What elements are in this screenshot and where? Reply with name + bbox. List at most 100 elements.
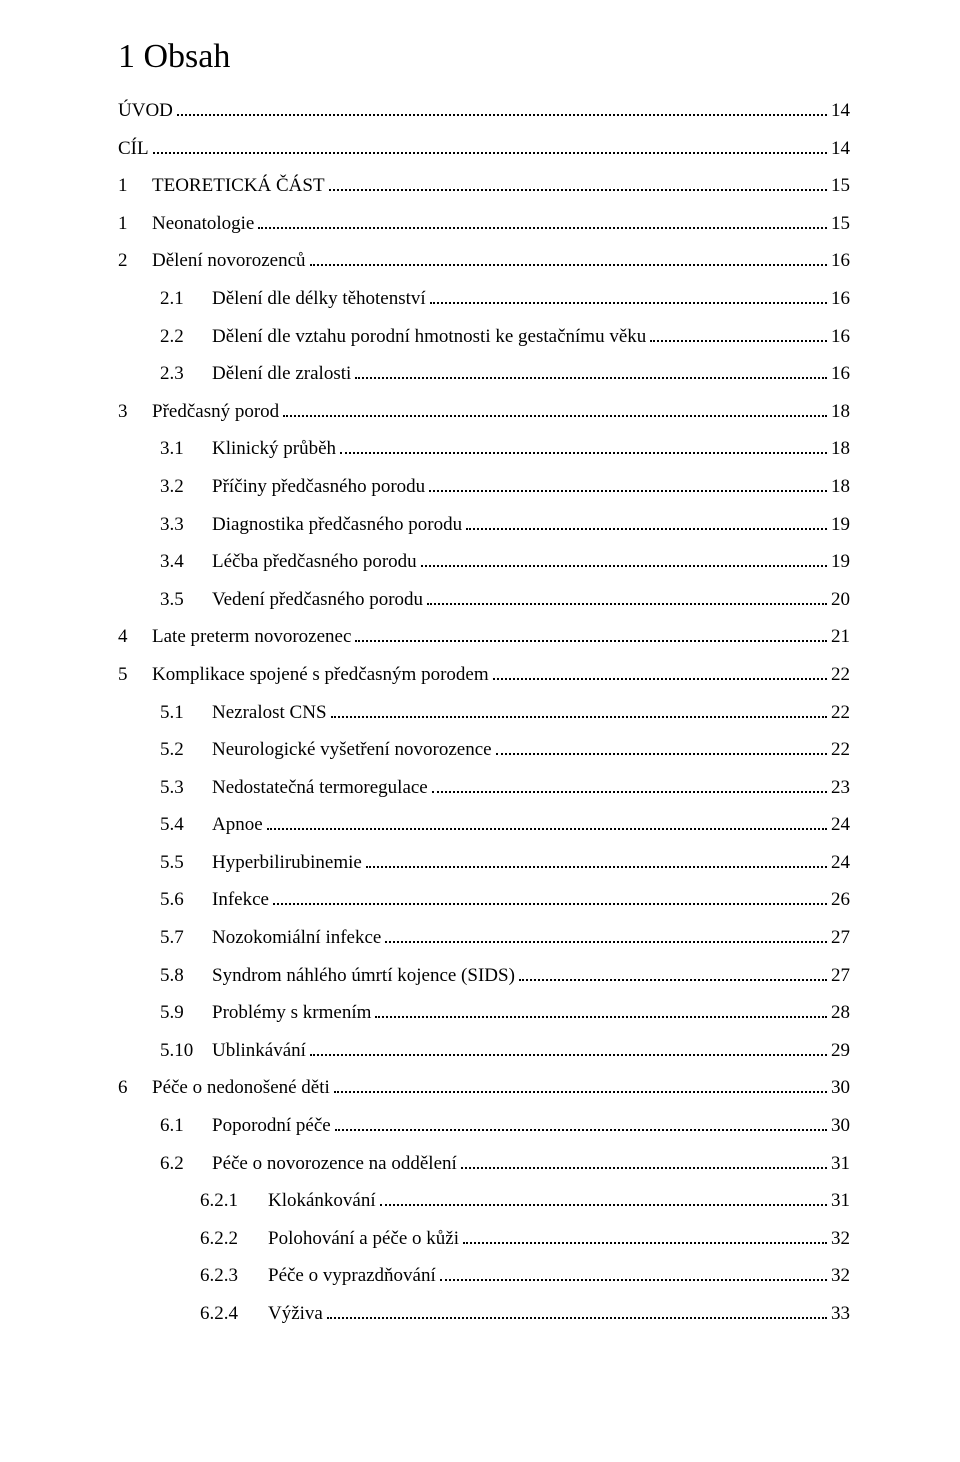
toc-entry-label: Péče o vyprazdňování [268, 1263, 436, 1290]
toc-entry-number: 2.1 [160, 286, 212, 313]
toc-entry-label: Předčasný porod [152, 399, 279, 426]
toc-entry-page: 21 [831, 624, 850, 651]
toc-leader-dots [273, 893, 827, 905]
toc-entry-label: Nozokomiální infekce [212, 925, 381, 952]
toc-leader-dots [310, 1043, 827, 1055]
toc-leader-dots [493, 667, 827, 679]
toc-entry-label: Léčba předčasného porodu [212, 549, 417, 576]
toc-leader-dots [432, 780, 827, 792]
toc-entry: 5.10Ublinkávání29 [118, 1038, 850, 1065]
toc-entry-page: 24 [831, 812, 850, 839]
toc-entry-number: 5.2 [160, 737, 212, 764]
toc-leader-dots [380, 1194, 827, 1206]
toc-leader-dots [375, 1006, 827, 1018]
toc-entry-page: 27 [831, 963, 850, 990]
toc-entry: 3.1Klinický průběh18 [118, 436, 850, 463]
toc-entry: 1TEORETICKÁ ČÁST15 [118, 173, 850, 200]
toc-entry-number: 3 [118, 399, 152, 426]
toc-entry-page: 16 [831, 324, 850, 351]
toc-entry: 2.2Dělení dle vztahu porodní hmotnosti k… [118, 324, 850, 351]
toc-entry: 6.2.3Péče o vyprazdňování32 [118, 1263, 850, 1290]
toc-entry-page: 26 [831, 887, 850, 914]
toc-leader-dots [496, 743, 827, 755]
toc-leader-dots [519, 968, 827, 980]
toc-entry: 2.3Dělení dle zralosti16 [118, 361, 850, 388]
toc-entry-label: Dělení dle délky těhotenství [212, 286, 426, 313]
toc-entry: 6Péče o nedonošené děti 30 [118, 1075, 850, 1102]
toc-entry-page: 30 [831, 1113, 850, 1140]
toc-entry-label: Klokánkování [268, 1188, 376, 1215]
toc-entry-number: 5.5 [160, 850, 212, 877]
toc-entry-number: 6.2.3 [200, 1263, 268, 1290]
toc-entry-page: 18 [831, 436, 850, 463]
toc-entry: 3.5Vedení předčasného porodu20 [118, 587, 850, 614]
toc-entry-label: Nedostatečná termoregulace [212, 775, 428, 802]
toc-entry-number: 3.4 [160, 549, 212, 576]
toc-entry-number: 3.5 [160, 587, 212, 614]
toc-entry-page: 28 [831, 1000, 850, 1027]
toc-entry-page: 15 [831, 211, 850, 238]
toc-entry-number: 5.7 [160, 925, 212, 952]
toc-entry-page: 24 [831, 850, 850, 877]
toc-entry-page: 32 [831, 1226, 850, 1253]
toc-entry: 1Neonatologie15 [118, 211, 850, 238]
toc-entry-number: 1 [118, 173, 152, 200]
toc-entry: 2Dělení novorozenců 16 [118, 248, 850, 275]
toc-entry: 5.1Nezralost CNS22 [118, 700, 850, 727]
toc-entry-page: 19 [831, 549, 850, 576]
toc-entry-number: 5.3 [160, 775, 212, 802]
toc-entry: ÚVOD14 [118, 98, 850, 125]
toc-entry-label: Hyperbilirubinemie [212, 850, 362, 877]
toc-entry-number: 6.1 [160, 1113, 212, 1140]
toc-entry-number: 2.2 [160, 324, 212, 351]
toc-leader-dots [177, 104, 827, 116]
toc-entry-number: 5.8 [160, 963, 212, 990]
toc-entry-page: 18 [831, 399, 850, 426]
toc-entry-page: 31 [831, 1151, 850, 1178]
toc-entry: 5.5Hyperbilirubinemie 24 [118, 850, 850, 877]
toc-entry-label: Diagnostika předčasného porodu [212, 512, 462, 539]
toc-entry-number: 6 [118, 1075, 152, 1102]
toc-entry-label: Dělení dle zralosti [212, 361, 351, 388]
toc-entry-page: 14 [831, 136, 850, 163]
toc-leader-dots [335, 1119, 827, 1131]
toc-entry-label: Neonatologie [152, 211, 254, 238]
toc-leader-dots [466, 517, 827, 529]
toc-entry-page: 16 [831, 286, 850, 313]
toc-leader-dots [283, 404, 827, 416]
toc-entry: 5.6Infekce26 [118, 887, 850, 914]
toc-entry-page: 16 [831, 361, 850, 388]
toc-entry-page: 27 [831, 925, 850, 952]
toc-entry-label: Infekce [212, 887, 269, 914]
toc-entry: 5Komplikace spojené s předčasným porodem… [118, 662, 850, 689]
toc-entry-number: 5.10 [160, 1038, 212, 1065]
toc-entry: 6.2.1Klokánkování31 [118, 1188, 850, 1215]
toc-entry-number: 5 [118, 662, 152, 689]
toc-entry-number: 6.2 [160, 1151, 212, 1178]
toc-leader-dots [461, 1156, 827, 1168]
toc-leader-dots [329, 179, 827, 191]
toc-entry-page: 20 [831, 587, 850, 614]
toc-entry-page: 16 [831, 248, 850, 275]
toc-entry: CÍL 14 [118, 136, 850, 163]
toc-entry-label: Komplikace spojené s předčasným porodem [152, 662, 489, 689]
table-of-contents: ÚVOD14 CÍL 14 1TEORETICKÁ ČÁST151Neonatolog… [118, 98, 850, 1328]
toc-entry: 5.8Syndrom náhlého úmrtí kojence (SIDS) 2… [118, 963, 850, 990]
toc-entry: 5.3Nedostatečná termoregulace23 [118, 775, 850, 802]
toc-entry-label: Problémy s krmením [212, 1000, 371, 1027]
toc-entry-number: 5.1 [160, 700, 212, 727]
toc-entry: 5.2Neurologické vyšetření novorozence22 [118, 737, 850, 764]
toc-entry-label: Péče o nedonošené děti [152, 1075, 330, 1102]
toc-entry-label: CÍL [118, 136, 149, 163]
toc-entry: 3.2Příčiny předčasného porodu18 [118, 474, 850, 501]
toc-entry-page: 30 [831, 1075, 850, 1102]
toc-leader-dots [153, 141, 827, 153]
toc-entry-label: Syndrom náhlého úmrtí kojence (SIDS) [212, 963, 515, 990]
toc-entry-number: 3.1 [160, 436, 212, 463]
toc-entry-number: 2 [118, 248, 152, 275]
toc-leader-dots [650, 329, 827, 341]
toc-entry-page: 22 [831, 737, 850, 764]
toc-leader-dots [327, 1307, 827, 1319]
toc-entry-page: 22 [831, 700, 850, 727]
toc-entry-label: Dělení novorozenců [152, 248, 306, 275]
